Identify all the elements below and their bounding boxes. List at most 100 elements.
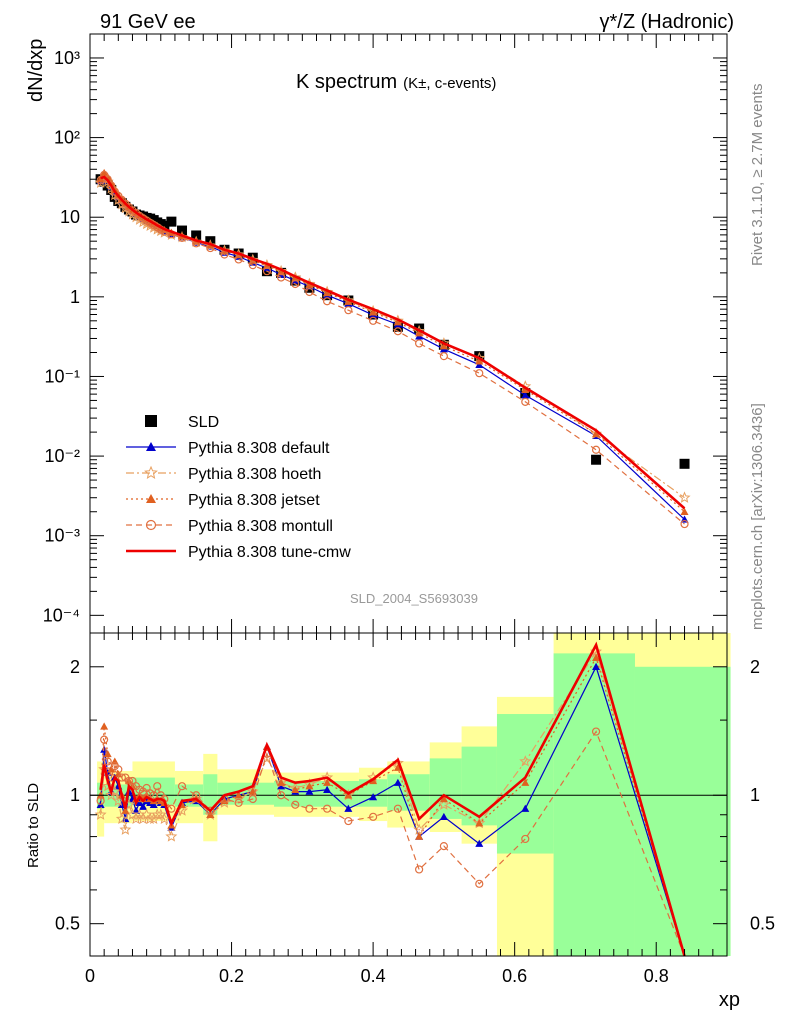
chart-title: K spectrum (K±, c-events) — [296, 71, 496, 93]
point-jetset — [96, 175, 105, 183]
ratio-point-hoeth — [94, 808, 107, 820]
point-montull — [415, 339, 424, 348]
y-tick-label: 10³ — [54, 48, 80, 68]
ratio-point-jetset — [291, 785, 300, 793]
point-montull — [262, 267, 272, 276]
legend-label-jetset: Pythia 8.308 jetset — [188, 492, 320, 509]
y-tick-label: 1 — [70, 287, 80, 307]
y-tick-label: 10⁻⁴ — [43, 605, 80, 625]
point-jetset — [592, 429, 601, 438]
legend-marker-hoeth — [144, 465, 158, 479]
ratio-y-tick-label: 2 — [70, 657, 80, 677]
ratio-point-default — [393, 778, 402, 786]
point-jetset — [415, 329, 424, 337]
band-inner — [429, 758, 462, 819]
ratio-point-montull — [96, 796, 105, 805]
point-montull — [103, 175, 112, 184]
ratio-point-montull — [393, 804, 402, 813]
point-sld — [159, 220, 170, 231]
ratio-y-tick-label: 1 — [70, 785, 80, 805]
ratio-point-montull — [206, 806, 215, 815]
header-left: 91 GeV ee — [100, 11, 196, 33]
ratio-point-default — [369, 793, 378, 801]
ratio-point-montull — [344, 816, 353, 826]
ratio-point-jetset — [121, 806, 130, 814]
ratio-panel: 0.5 0.5 1 1 2 2 0 0.2 0.4 0.6 0.8 Ratio to SLD xp — [25, 632, 775, 1011]
point-sld — [591, 454, 602, 465]
point-montull — [521, 397, 530, 406]
ratio-point-hoeth — [101, 779, 114, 792]
y-tick-label: 10 — [60, 207, 80, 227]
band-inner — [461, 746, 497, 826]
ratio-xlabel: xp — [719, 989, 740, 1011]
x-tick-label: 0.8 — [644, 966, 669, 986]
point-montull — [248, 261, 257, 270]
ratio-point-jetset — [114, 770, 123, 778]
point-jetset — [439, 342, 448, 350]
ratio-point-montull — [305, 804, 314, 813]
x-tick-label: 0.6 — [502, 966, 527, 986]
point-jetset — [521, 385, 530, 394]
y-tick-label: 10⁻¹ — [44, 366, 80, 386]
ratio-point-default — [521, 804, 530, 812]
ratio-frame — [89, 632, 728, 957]
ratio-y-tick-label: 0.5 — [55, 914, 80, 934]
main-marks — [94, 168, 691, 529]
ratio-point-jetset — [277, 778, 286, 786]
ratio-point-jetset — [234, 791, 243, 799]
ratio-point-jetset — [475, 819, 484, 827]
point-jetset — [262, 261, 271, 270]
ratio-point-default — [139, 802, 148, 810]
point-jetset — [100, 168, 109, 177]
ratio-point-montull — [103, 757, 112, 766]
point-montull — [475, 369, 484, 378]
ratio-y-tick-label-right: 2 — [750, 657, 760, 677]
ratio-point-montull — [153, 782, 162, 791]
point-default — [521, 391, 530, 399]
point-jetset — [344, 297, 353, 305]
ratio-point-hoeth — [165, 830, 178, 842]
ratio-point-montull — [369, 812, 378, 821]
ratio-y-tick-label-right: 0.5 — [750, 914, 775, 934]
ratio-point-default — [475, 839, 484, 847]
point-montull — [393, 327, 402, 336]
ratio-point-montull — [177, 782, 187, 791]
ratio-point-hoeth — [144, 812, 157, 825]
ratio-point-jetset — [415, 832, 424, 840]
ratio-point-jetset — [100, 722, 109, 730]
legend-marker-montull — [145, 519, 157, 531]
band-inner — [634, 666, 731, 956]
ratio-point-hoeth — [151, 808, 164, 820]
ratio-point-jetset — [439, 794, 448, 803]
ratio-point-hoeth — [519, 755, 532, 767]
point-montull — [234, 255, 243, 264]
ratio-point-default — [135, 798, 144, 807]
main-frame — [89, 33, 728, 634]
ratio-point-jetset — [103, 749, 112, 758]
legend-label-montull: Pythia 8.308 montull — [188, 518, 333, 535]
point-jetset — [277, 268, 286, 276]
point-montull — [107, 181, 116, 190]
ratio-point-default — [592, 662, 601, 670]
x-tick-label: 0.2 — [219, 966, 244, 986]
ratio-point-hoeth — [232, 792, 245, 805]
main-ylabel-text: dN/dxp — [25, 39, 47, 102]
ratio-marks — [94, 641, 686, 957]
chart-title-main: K spectrum — [296, 71, 397, 93]
point-sld — [191, 230, 202, 241]
ratio-point-montull — [591, 727, 601, 736]
y-tick-label: 10⁻³ — [44, 526, 80, 546]
main-ticks: 10³ 10² 10 1 10⁻¹ 10⁻² 10⁻³ 10⁻⁴ — [43, 33, 728, 633]
ratio-point-hoeth — [158, 812, 171, 825]
ratio-point-montull — [439, 841, 448, 851]
ratio-point-hoeth — [119, 823, 132, 835]
ratio-point-jetset — [305, 782, 314, 790]
point-sld — [166, 216, 177, 227]
chart-title-sub: (K±, c-events) — [403, 75, 496, 92]
mcplots-label: mcplots.cern.ch [arXiv:1306.3436] — [749, 403, 766, 630]
legend-label-tune_cmw: Pythia 8.308 tune-cmw — [188, 544, 351, 561]
ratio-point-montull — [475, 879, 484, 888]
point-jetset — [393, 318, 402, 326]
ratio-y-tick-label-right: 1 — [750, 785, 760, 805]
y-tick-label: 10⁻² — [44, 446, 80, 466]
